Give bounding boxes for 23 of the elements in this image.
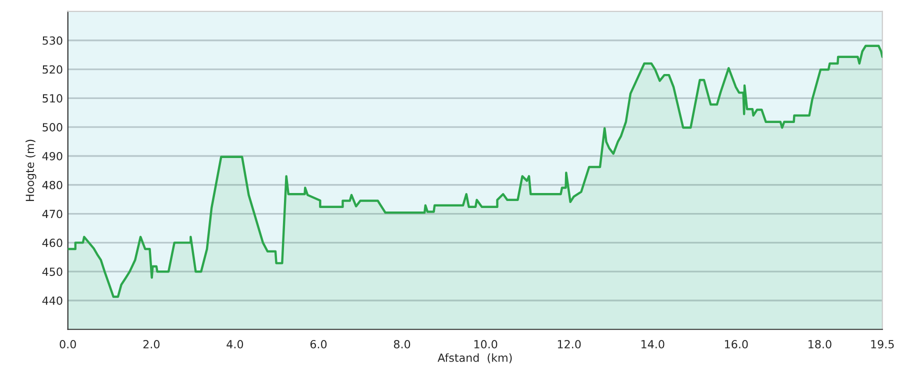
y-tick-label: 500 xyxy=(42,123,62,132)
x-tick-label: 0.0 xyxy=(60,340,76,348)
y-tick-label: 490 xyxy=(42,152,62,160)
y-tick-label: 460 xyxy=(42,238,62,248)
y-tick-label: 440 xyxy=(42,296,62,305)
y-tick-label: 530 xyxy=(42,36,62,45)
x-tick-label: 2.0 xyxy=(143,340,160,348)
x-axis-title: Afstand (km) xyxy=(438,353,512,364)
y-tick-label: 450 xyxy=(42,268,62,276)
y-tick-label: 470 xyxy=(42,210,62,218)
x-tick-label: 4.0 xyxy=(226,340,244,348)
y-tick-label: 520 xyxy=(42,65,62,74)
x-tick-label: 19.5 xyxy=(871,340,894,348)
y-tick-label: 510 xyxy=(42,94,62,103)
y-tick-label: 480 xyxy=(42,180,62,190)
x-tick-label: 18.0 xyxy=(808,340,832,348)
x-tick-label: 12.0 xyxy=(558,340,581,348)
x-tick-label: 10.0 xyxy=(474,340,498,348)
x-tick-label: 8.0 xyxy=(394,340,410,348)
x-tick-label: 6.0 xyxy=(310,340,327,348)
x-tick-label: 16.0 xyxy=(725,340,748,348)
y-axis-title: Hoogte (m) xyxy=(26,140,36,201)
x-tick-label: 14.0 xyxy=(641,340,664,348)
